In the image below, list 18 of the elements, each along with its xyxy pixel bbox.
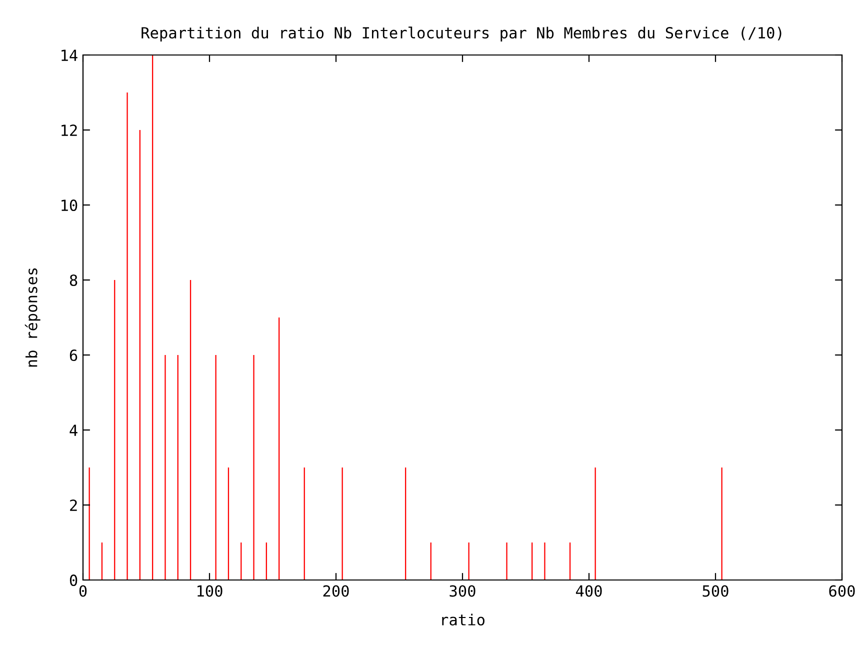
x-tick-label: 400 [576, 585, 602, 597]
y-tick-label: 6 [70, 350, 78, 362]
y-tick-label: 8 [70, 274, 78, 286]
x-tick-label: 200 [323, 585, 349, 597]
x-tick-label: 0 [79, 585, 87, 597]
y-tick-label: 2 [70, 500, 77, 511]
x-axis-title: ratio [442, 614, 484, 626]
x-tick-label: 500 [702, 585, 728, 597]
x-tick-label: 300 [450, 585, 476, 597]
y-tick-label: 12 [62, 124, 77, 136]
x-tick-label: 600 [829, 585, 855, 597]
x-tick-label: 100 [198, 585, 222, 597]
chart-title: Repartition du ratio Nb Interlocuteurs par Nb Membres du Service (/10) [142, 26, 782, 42]
y-tick-label: 4 [70, 424, 78, 436]
y-tick-label: 14 [62, 50, 78, 61]
y-tick-label: 10 [62, 200, 78, 212]
y-tick-label: 0 [70, 574, 78, 586]
y-axis-title: nb réponses [24, 268, 40, 367]
